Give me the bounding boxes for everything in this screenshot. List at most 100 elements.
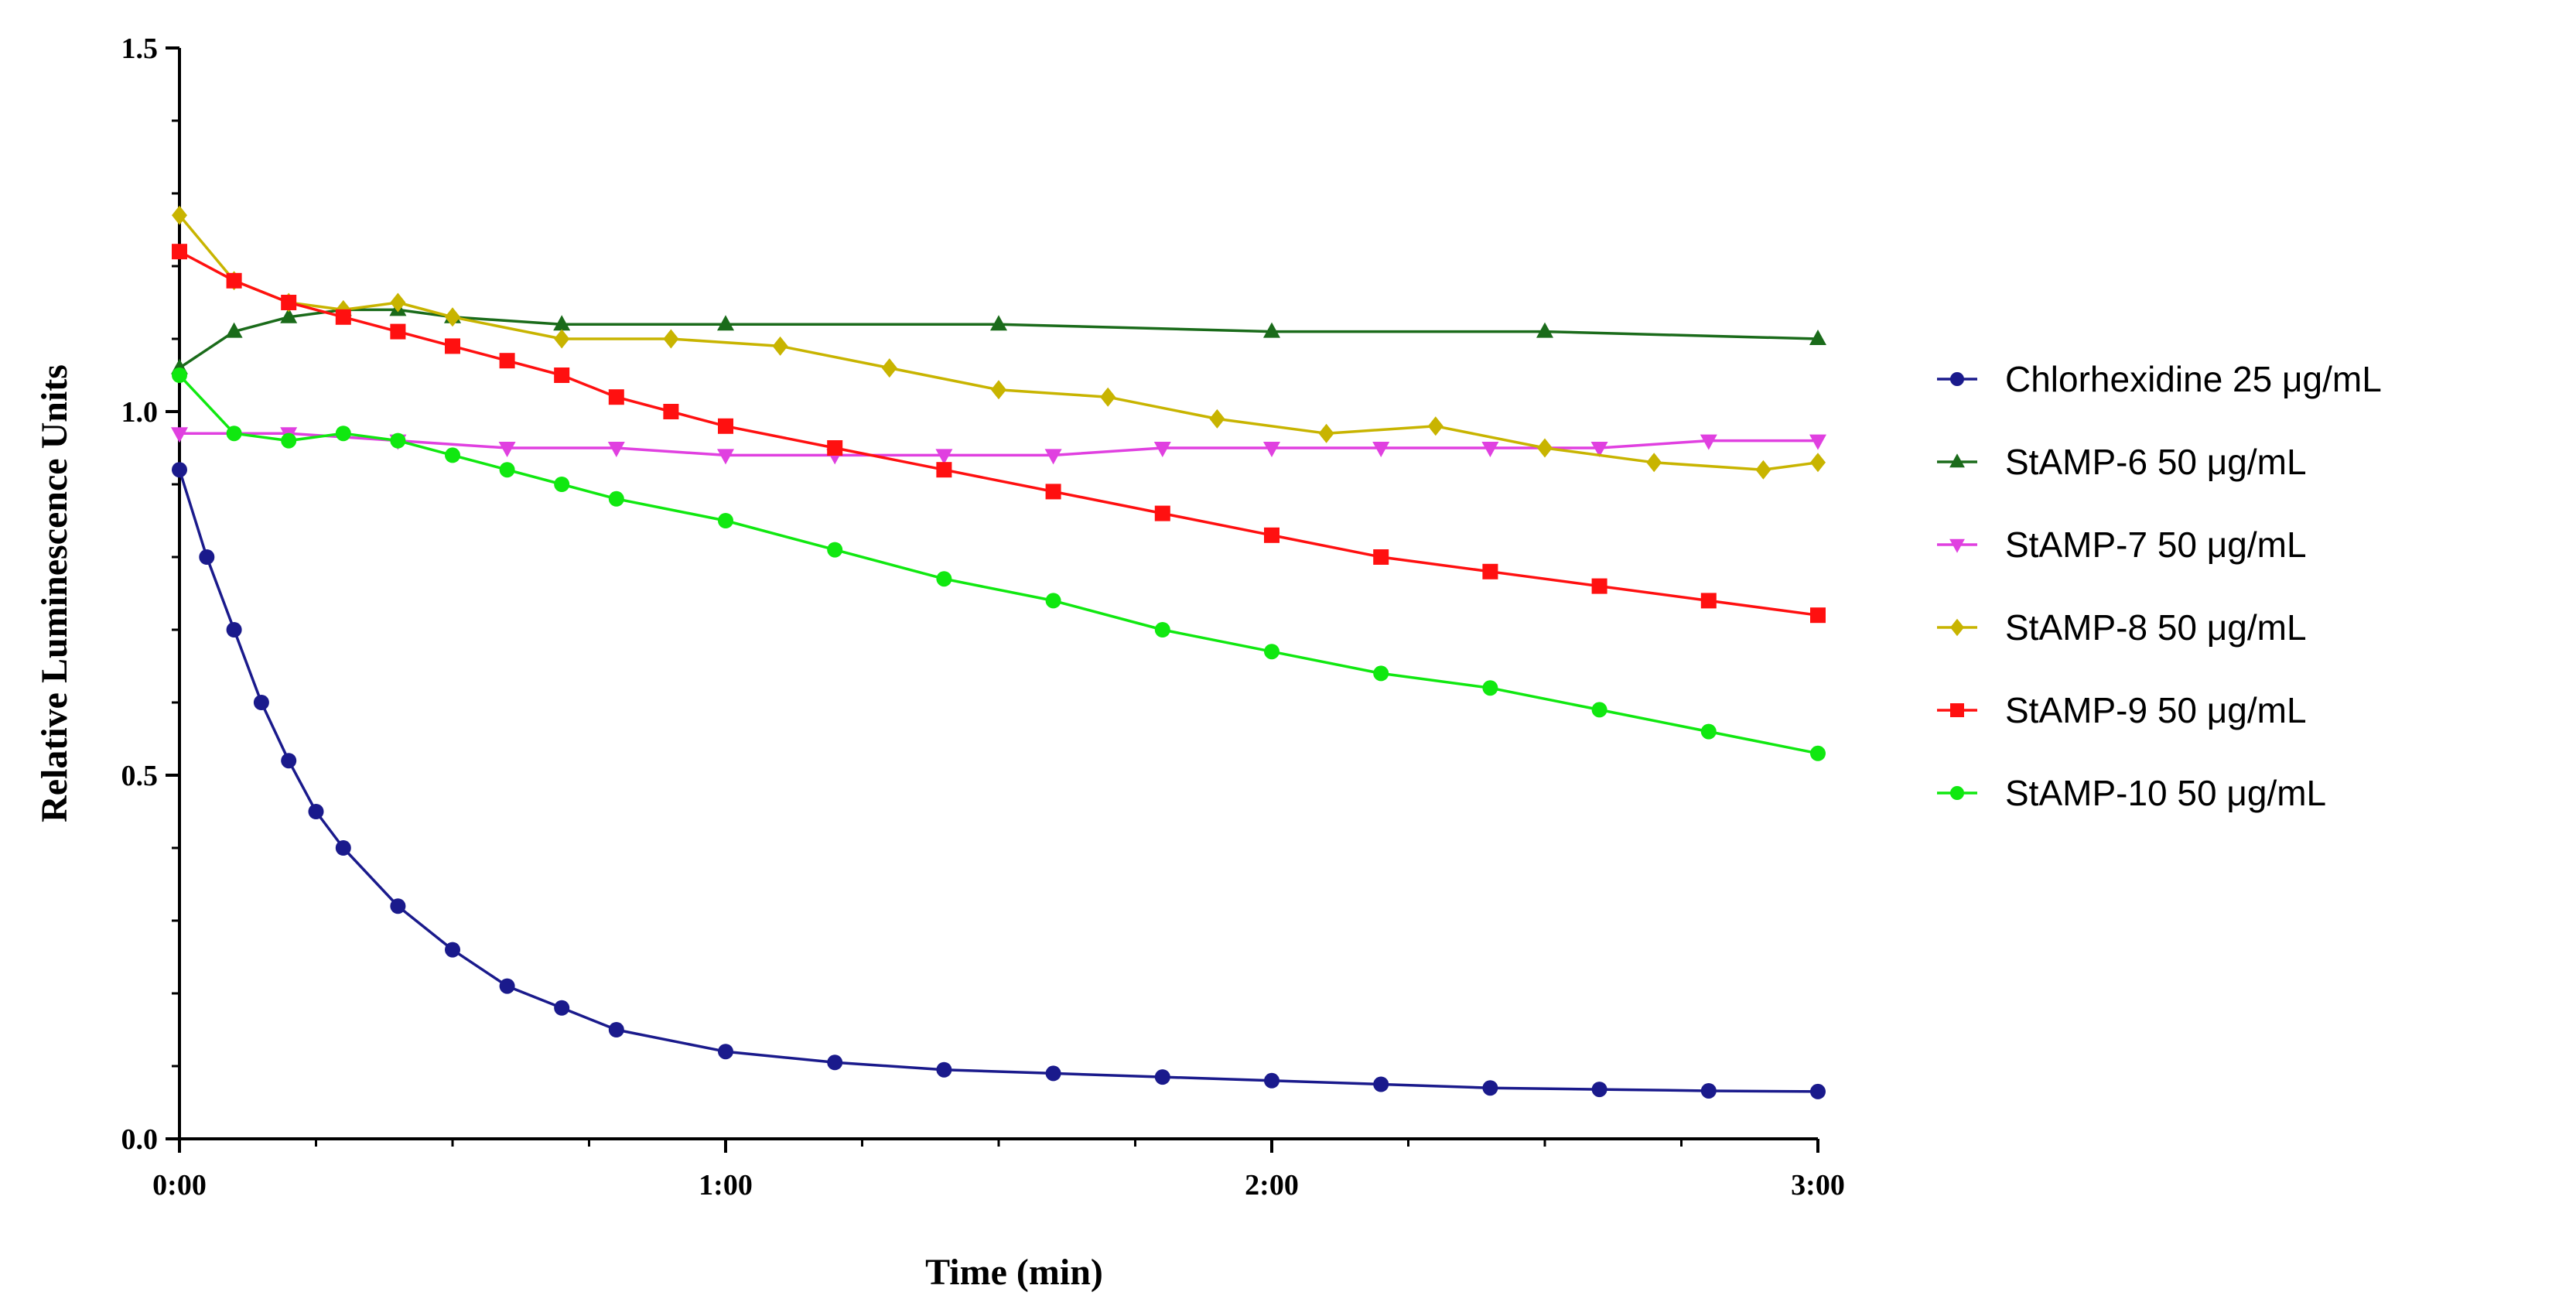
legend-item: StAMP-6 50 μg/mL	[1937, 442, 2307, 482]
data-point	[608, 1022, 624, 1037]
data-point	[172, 462, 187, 478]
legend-item: StAMP-10 50 μg/mL	[1937, 773, 2326, 813]
data-point	[1755, 460, 1771, 480]
data-point	[1810, 745, 1826, 761]
data-point	[718, 418, 733, 434]
legend-item: StAMP-9 50 μg/mL	[1937, 690, 2307, 730]
data-point	[445, 307, 460, 327]
series-line	[179, 308, 1819, 370]
data-point	[1045, 484, 1061, 500]
data-point	[1482, 680, 1498, 696]
data-point	[1044, 449, 1062, 465]
data-point	[225, 322, 243, 338]
data-point	[1591, 1082, 1607, 1098]
series-line	[179, 250, 1819, 617]
data-point	[554, 329, 570, 349]
data-point	[226, 426, 242, 442]
data-point	[936, 571, 952, 587]
legend-label: Chlorhexidine 25 μg/mL	[2005, 359, 2382, 399]
data-point	[1263, 322, 1280, 338]
data-point	[1482, 1080, 1498, 1096]
data-point	[335, 309, 351, 325]
data-point	[554, 367, 570, 383]
data-point	[445, 338, 460, 354]
data-point	[1700, 434, 1717, 450]
x-tick-label: 3:00	[1791, 1169, 1845, 1201]
series-5	[172, 367, 1826, 761]
data-point	[717, 449, 734, 465]
data-point	[827, 542, 843, 558]
data-point	[936, 462, 952, 478]
data-point	[1809, 434, 1826, 450]
data-point	[1591, 578, 1607, 594]
data-point	[1153, 442, 1171, 457]
data-point	[390, 898, 406, 914]
data-point	[1264, 1072, 1279, 1089]
legend-marker	[1950, 786, 1964, 800]
data-point	[1700, 593, 1717, 609]
data-point	[445, 942, 460, 958]
y-axis-title: Relative Luminescence Units	[34, 364, 75, 822]
series-line	[178, 374, 1819, 755]
data-point	[172, 367, 187, 383]
data-point	[390, 292, 406, 313]
data-point	[1373, 1076, 1389, 1092]
data-point	[554, 477, 570, 492]
data-point	[936, 1061, 952, 1078]
data-point	[1591, 702, 1607, 718]
data-point	[308, 804, 324, 819]
data-point	[1536, 322, 1553, 338]
legend-label: StAMP-8 50 μg/mL	[2005, 607, 2307, 648]
legend-item: Chlorhexidine 25 μg/mL	[1937, 359, 2382, 399]
data-point	[1646, 453, 1662, 473]
data-point	[1154, 622, 1170, 637]
data-point	[226, 622, 242, 637]
data-point	[1810, 453, 1826, 473]
data-point	[499, 462, 515, 478]
data-point	[281, 295, 297, 310]
data-point	[390, 323, 406, 340]
legend-marker	[1950, 618, 1964, 637]
data-point	[1263, 442, 1280, 457]
data-point	[1264, 527, 1279, 543]
data-point	[718, 1044, 733, 1060]
data-point	[172, 244, 187, 260]
data-point	[607, 442, 625, 457]
data-point	[280, 307, 298, 323]
data-point	[553, 315, 571, 331]
data-point	[281, 753, 297, 769]
data-point	[1537, 438, 1553, 458]
legend-label: StAMP-6 50 μg/mL	[2005, 442, 2307, 482]
ticks: 0.0 0.5 1.0 1.5 0:00 1:00 2:00 3:00	[121, 32, 1845, 1201]
legend-marker	[1949, 453, 1965, 468]
x-tick-label: 0:00	[152, 1169, 207, 1201]
data-point	[935, 449, 953, 465]
x-tick-label: 2:00	[1245, 1169, 1299, 1201]
data-point	[499, 353, 515, 369]
legend-label: StAMP-9 50 μg/mL	[2005, 690, 2307, 730]
data-point	[663, 329, 679, 349]
data-point	[1373, 665, 1389, 682]
y-tick-label: 1.5	[121, 32, 159, 65]
data-point	[226, 272, 242, 289]
data-point	[717, 315, 734, 331]
legend-item: StAMP-7 50 μg/mL	[1937, 525, 2307, 565]
data-point	[335, 426, 351, 442]
data-point	[171, 427, 188, 443]
series-4	[172, 244, 1826, 624]
data-point	[199, 549, 215, 565]
legend-marker	[1950, 703, 1964, 717]
x-axis-title: Time (min)	[925, 1252, 1103, 1293]
data-point	[663, 404, 679, 419]
data-point	[827, 1055, 843, 1071]
y-tick-label: 1.0	[121, 396, 159, 429]
data-point	[253, 695, 269, 710]
data-point	[335, 840, 351, 856]
data-point	[608, 491, 624, 507]
data-point	[1427, 416, 1443, 436]
data-point	[718, 513, 733, 528]
legend-label: StAMP-10 50 μg/mL	[2005, 773, 2326, 813]
data-point	[608, 389, 624, 405]
legend-item: StAMP-8 50 μg/mL	[1937, 607, 2307, 648]
